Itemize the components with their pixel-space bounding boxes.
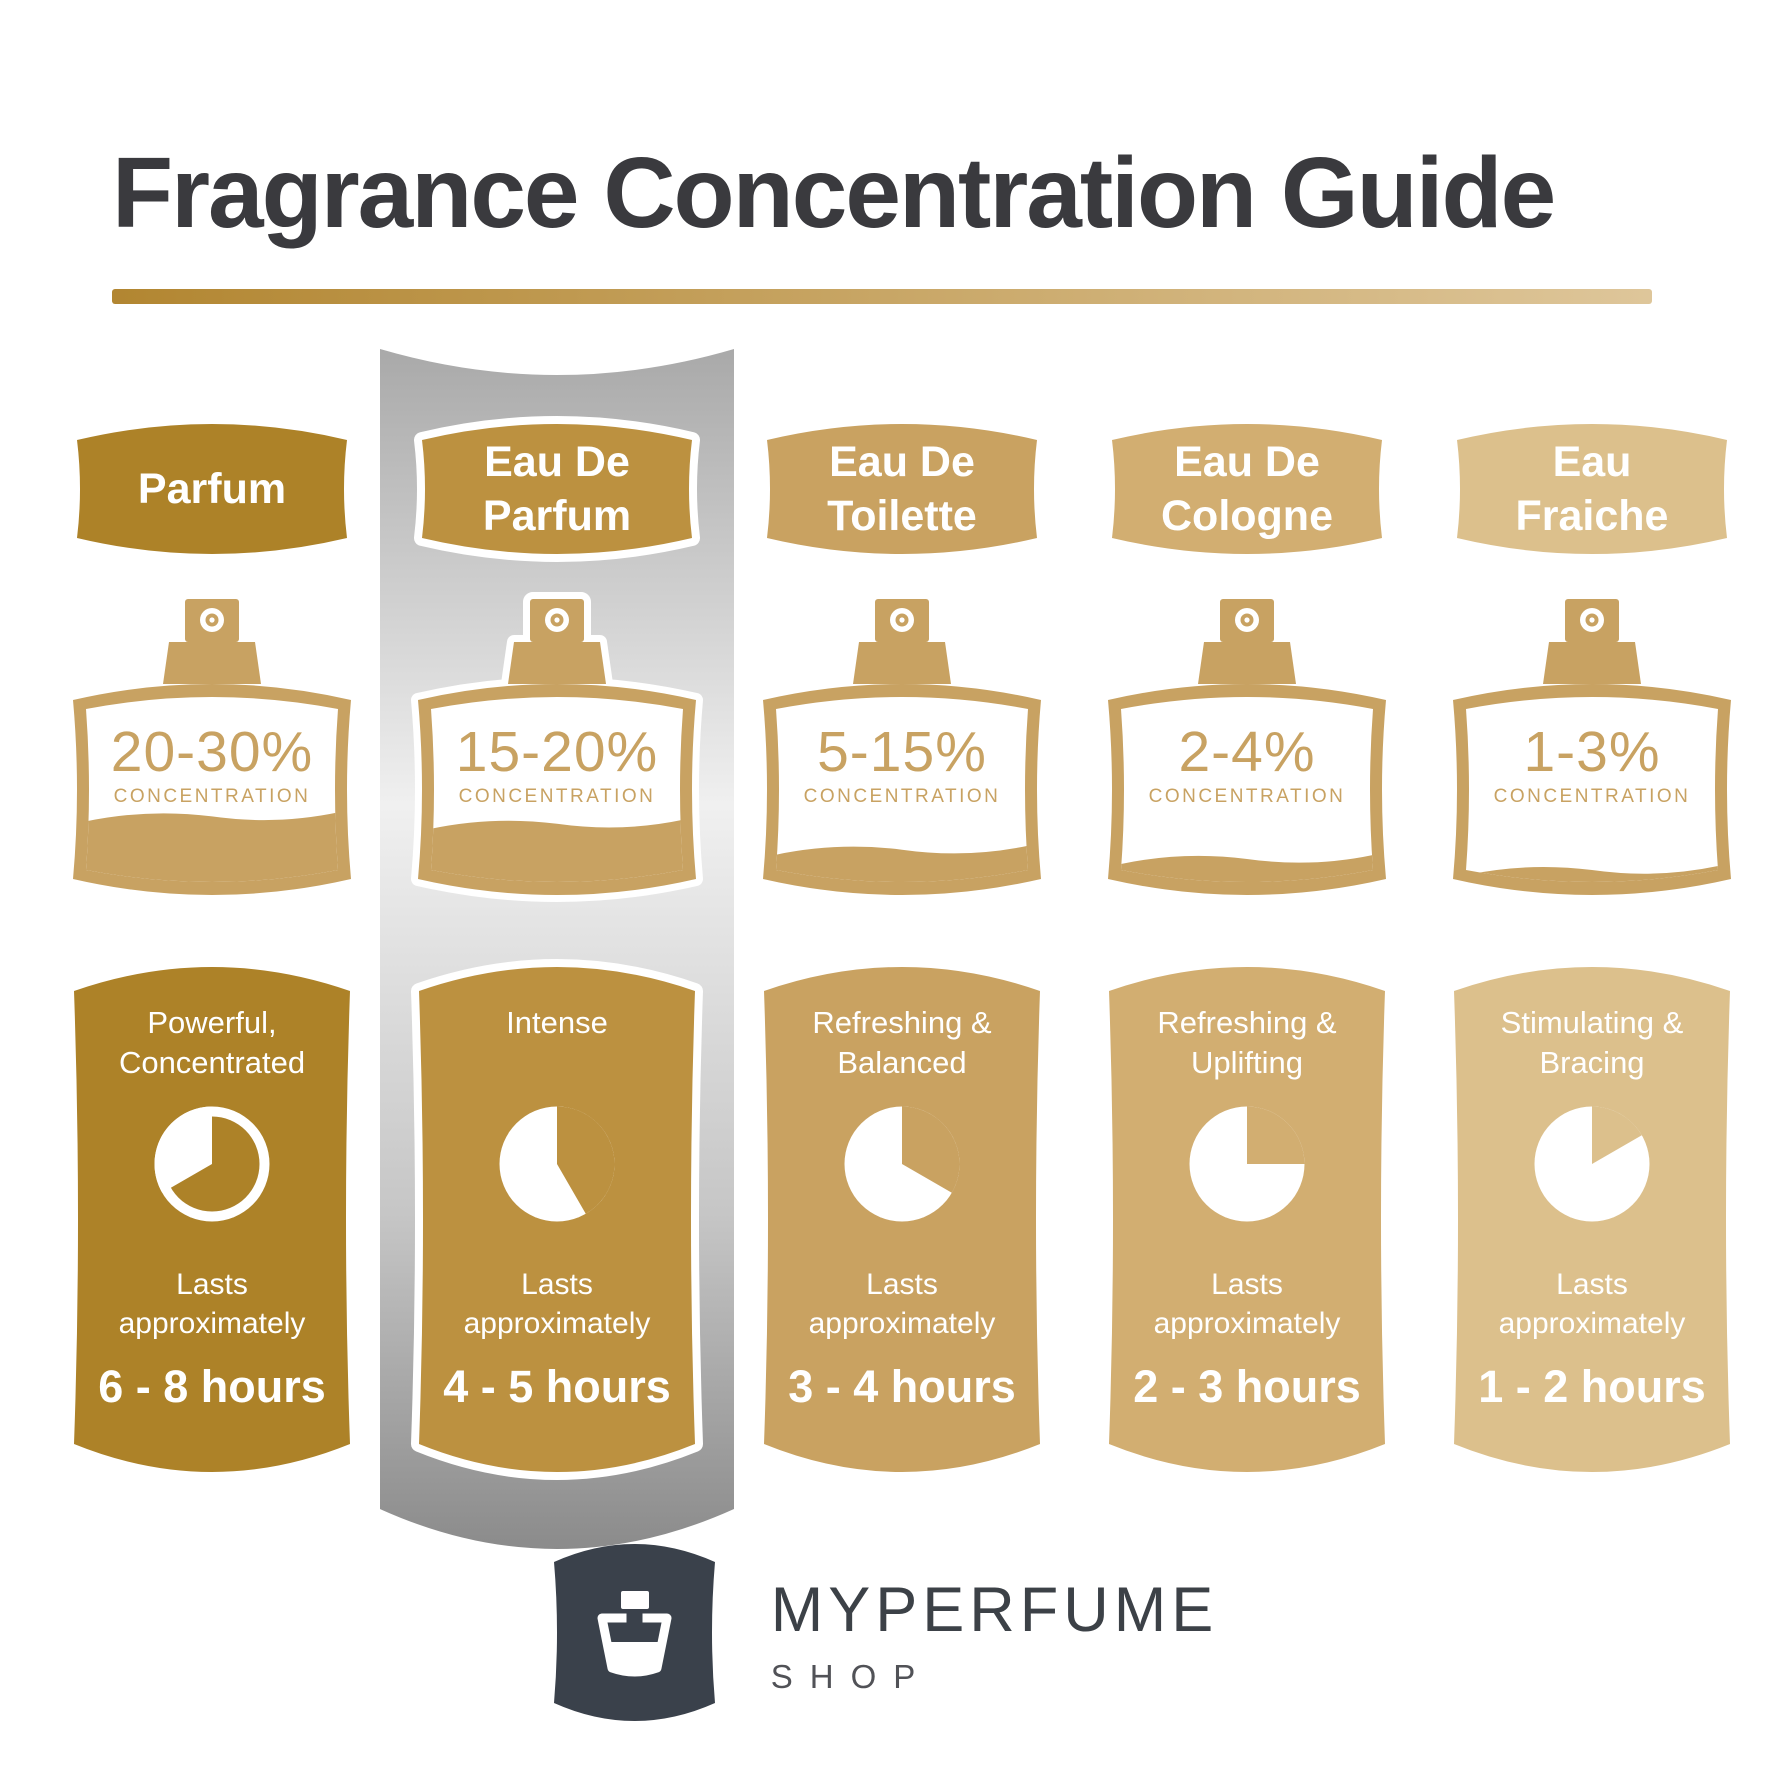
bottle-eau-de-toilette: 5-15% CONCENTRATION [763,599,1041,895]
lasts-label: Lasts approximately [1498,1268,1686,1340]
bottle-eau-de-cologne: 2-4% CONCENTRATION [1108,599,1386,895]
lasts-label: Lasts approximately [1153,1268,1341,1340]
concentration-value: 1-3% [1523,720,1661,784]
duration-value: 3 - 4 hours [788,1361,1016,1412]
title-underline-bar [112,289,1652,304]
duration-value: 1 - 2 hours [1478,1361,1706,1412]
info-card-parfum: Powerful, Concentrated Lasts approximately 6… [74,967,350,1472]
perfume-bottle-icon [763,599,1041,895]
concentration-label: CONCENTRATION [1148,786,1346,807]
concentration-value: 2-4% [1178,720,1316,784]
perfume-bottle-icon [73,599,351,895]
concentration-value: 5-15% [817,720,987,784]
concentration-label: CONCENTRATION [803,786,1001,807]
page-title: Fragrance Concentration Guide [112,137,1556,249]
duration-value: 2 - 3 hours [1133,1361,1361,1412]
column-parfum: Parfum 20-30% CONCENTRATION Powerful, Concen… [72,424,352,1472]
perfume-bottle-icon [411,592,703,902]
strength-description: Refreshing & Uplifting [1157,1005,1337,1080]
perfume-box-logo-icon [553,1544,715,1721]
lasts-label: Lasts approximately [463,1268,651,1340]
duration-clock-icon [1189,1106,1305,1222]
type-header-label: Eau De Toilette [827,438,977,540]
bottle-eau-fraiche: 1-3% CONCENTRATION [1453,599,1731,895]
info-card-eau-de-parfum: Intense Lasts approximately 4 - 5 hours [411,959,703,1480]
strength-description: Stimulating & Bracing [1500,1005,1684,1080]
perfume-bottle-icon [1108,599,1386,895]
column-eau-de-toilette: Eau De Toilette 5-15% CONCENTRATION Refreshi… [762,424,1042,1472]
type-header-label: Eau De Parfum [482,438,632,540]
brand-logo [553,1544,715,1726]
duration-clock-icon [844,1106,960,1222]
strength-description: Powerful, Concentrated [118,1005,306,1080]
type-header-eau-fraiche: Eau Fraiche [1457,424,1727,554]
duration-value: 4 - 5 hours [443,1361,671,1412]
strength-description: Intense [506,1005,608,1040]
brand-text: MYPERFUME SHOP [771,1574,1219,1696]
info-card-eau-de-toilette: Refreshing & Balanced Lasts approximately 3 … [764,967,1040,1472]
column-eau-de-parfum: Eau De Parfum 15-20% CONCENTRATION Intense La… [380,349,734,1549]
concentration-value: 20-30% [110,720,314,784]
type-header-label: Eau De Cologne [1161,438,1333,540]
concentration-label: CONCENTRATION [113,786,311,807]
bottle-parfum: 20-30% CONCENTRATION [73,599,351,895]
column-eau-fraiche: Eau Fraiche 1-3% CONCENTRATION Stimulating &… [1452,424,1732,1472]
duration-clock-icon [499,1106,615,1222]
brand-name: MYPERFUME [770,1575,1219,1645]
type-header-label: Eau Fraiche [1515,438,1669,540]
strength-description: Refreshing & Balanced [812,1005,992,1080]
brand-sub-label: SHOP [770,1658,933,1695]
duration-clock-icon [1534,1106,1650,1222]
concentration-label: CONCENTRATION [458,786,656,807]
info-card-eau-fraiche: Stimulating & Bracing Lasts approximately 1 … [1454,967,1730,1472]
column-eau-de-cologne: Eau De Cologne 2-4% CONCENTRATION Refreshing… [1107,424,1387,1472]
type-header-eau-de-cologne: Eau De Cologne [1112,424,1382,554]
type-header-eau-de-parfum: Eau De Parfum [414,416,700,562]
type-header-eau-de-toilette: Eau De Toilette [767,424,1037,554]
duration-clock-icon [154,1106,270,1222]
concentration-value: 15-20% [455,720,659,784]
concentration-label: CONCENTRATION [1493,786,1691,807]
duration-value: 6 - 8 hours [98,1361,326,1412]
bottle-eau-de-parfum: 15-20% CONCENTRATION [411,592,703,902]
perfume-bottle-icon [1453,599,1731,895]
lasts-label: Lasts approximately [118,1268,306,1340]
info-card-eau-de-cologne: Refreshing & Uplifting Lasts approximately 2… [1109,967,1385,1472]
fragrance-columns: Parfum 20-30% CONCENTRATION Powerful, Concen… [0,349,1772,1549]
lasts-label: Lasts approximately [808,1268,996,1340]
type-header-parfum: Parfum [77,424,347,554]
type-header-label: Parfum [137,465,287,513]
brand-footer: MYPERFUME SHOP [0,1544,1772,1726]
